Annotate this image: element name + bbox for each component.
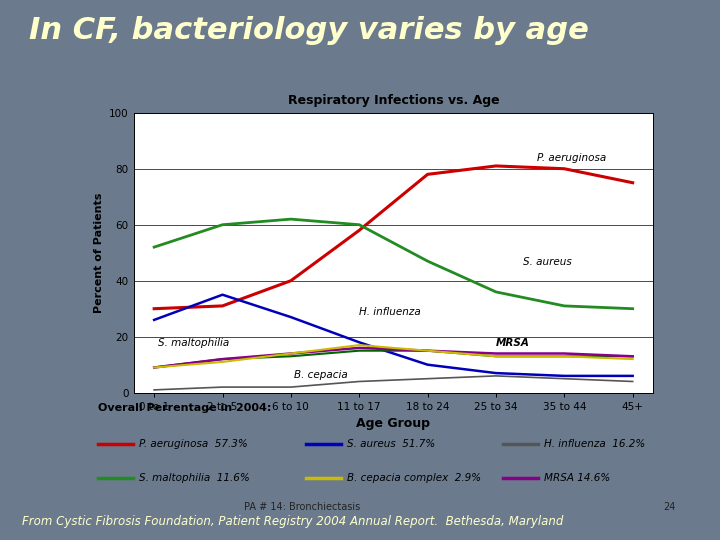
Text: P. aeruginosa: P. aeruginosa <box>537 153 606 163</box>
Text: PA # 14: Bronchiectasis: PA # 14: Bronchiectasis <box>244 502 361 512</box>
Text: B. cepacia: B. cepacia <box>294 370 348 380</box>
Text: MRSA 14.6%: MRSA 14.6% <box>544 473 610 483</box>
Text: 24: 24 <box>663 502 676 512</box>
X-axis label: Age Group: Age Group <box>356 417 431 430</box>
Text: From Cystic Fibrosis Foundation, Patient Registry 2004 Annual Report.  Bethesda,: From Cystic Fibrosis Foundation, Patient… <box>22 515 563 528</box>
Text: H. influenza: H. influenza <box>359 307 421 317</box>
Text: H. influenza  16.2%: H. influenza 16.2% <box>544 438 645 449</box>
Text: S. maltophilia: S. maltophilia <box>158 338 229 348</box>
Text: Overall Perrentage in 2004:: Overall Perrentage in 2004: <box>98 403 271 414</box>
Text: In CF, bacteriology varies by age: In CF, bacteriology varies by age <box>29 16 588 45</box>
Text: MRSA: MRSA <box>496 338 530 348</box>
Text: S. maltophilia  11.6%: S. maltophilia 11.6% <box>138 473 249 483</box>
Text: B. cepacia complex  2.9%: B. cepacia complex 2.9% <box>347 473 481 483</box>
Text: P. aeruginosa  57.3%: P. aeruginosa 57.3% <box>138 438 248 449</box>
Title: Respiratory Infections vs. Age: Respiratory Infections vs. Age <box>287 94 499 107</box>
Text: S. aureus  51.7%: S. aureus 51.7% <box>347 438 435 449</box>
Text: S. aureus: S. aureus <box>523 256 572 267</box>
Y-axis label: Percent of Patients: Percent of Patients <box>94 193 104 313</box>
